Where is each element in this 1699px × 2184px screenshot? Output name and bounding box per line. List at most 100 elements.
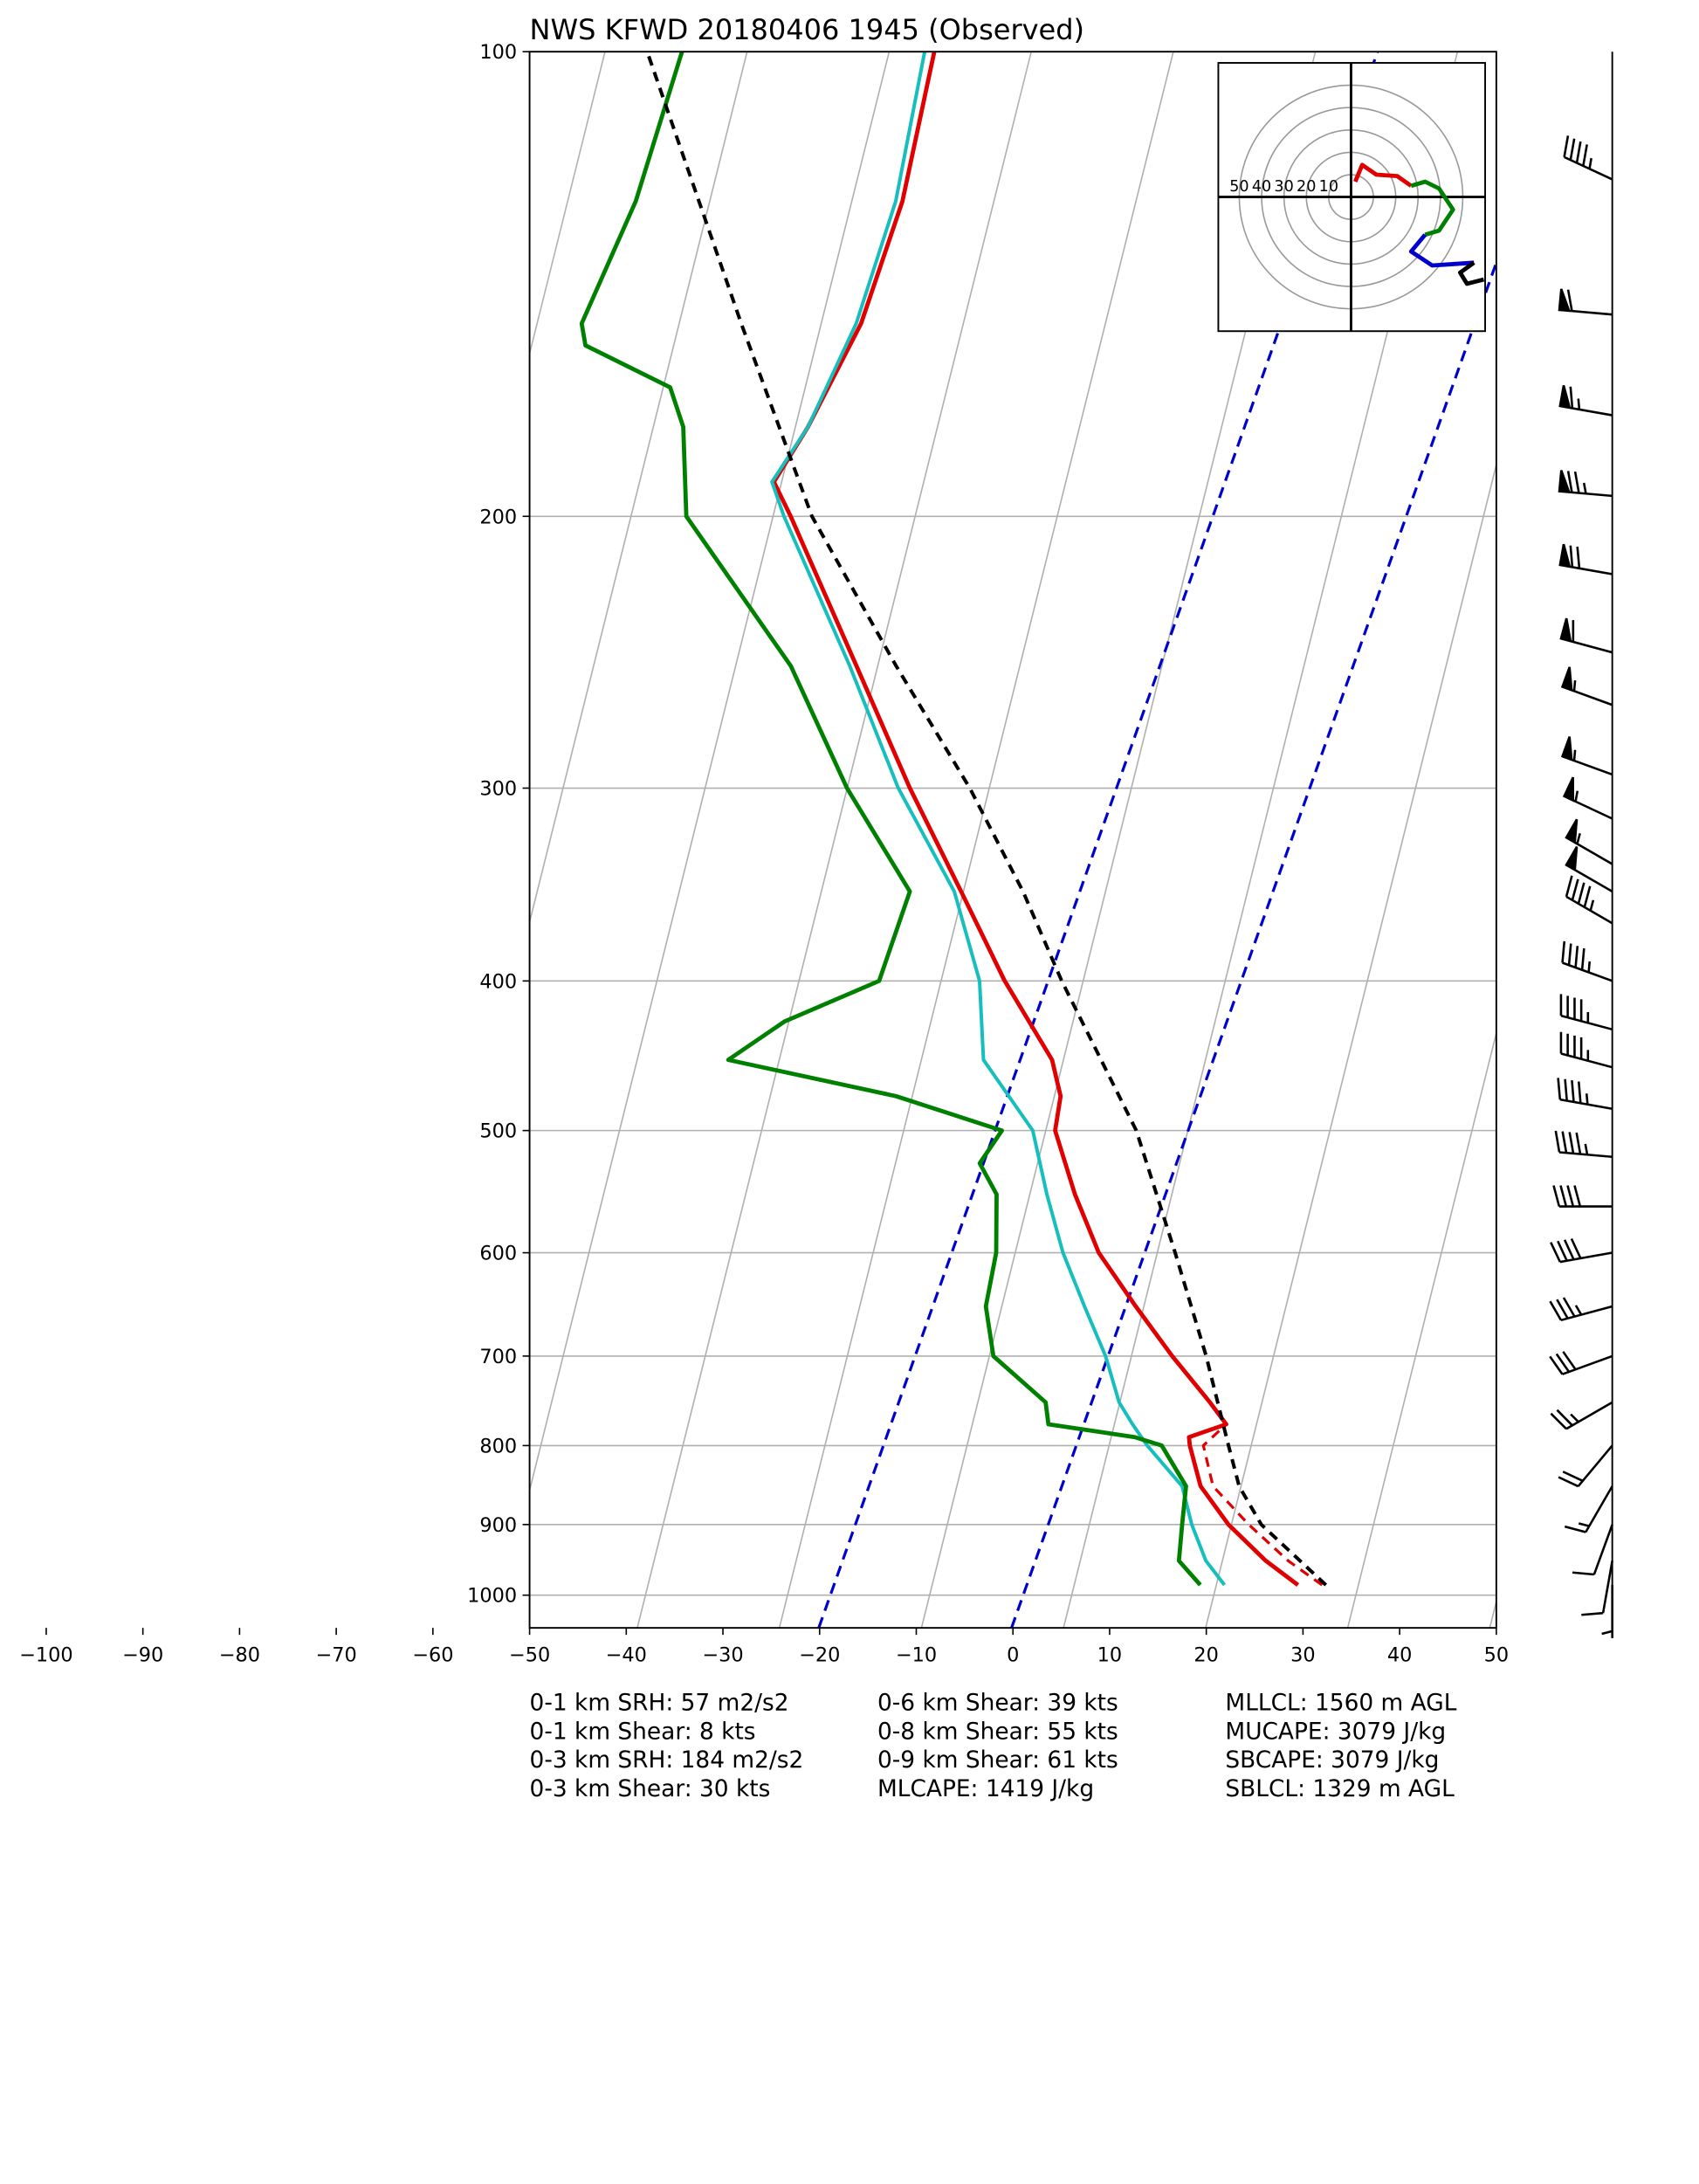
chart-title: NWS KFWD 20180406 1945 (Observed)	[530, 13, 1084, 46]
hodograph-ring-label: 10	[1319, 178, 1338, 196]
wind-barb	[1601, 1585, 1613, 1638]
wind-barb	[1558, 1444, 1613, 1488]
wind-barb	[1565, 818, 1613, 865]
x-tick-label: −40	[606, 1644, 647, 1667]
y-tick-label: 700	[479, 1346, 517, 1368]
wind-barb	[1557, 1078, 1613, 1110]
profile-line	[770, 52, 1227, 1587]
x-tick-label: 10	[1097, 1644, 1123, 1667]
background-line	[0, 52, 179, 1628]
wind-barb	[1558, 470, 1613, 498]
x-tick-label: 20	[1193, 1644, 1219, 1667]
x-tick-label: −80	[219, 1644, 260, 1667]
stat-text: 0-9 km Shear: 61 kts	[877, 1747, 1118, 1774]
wind-barb	[1552, 1185, 1613, 1208]
isotherm-highlights	[817, 52, 1496, 1629]
background-line	[529, 52, 891, 1493]
stat-text: SBLCL: 1329 m AGL	[1225, 1775, 1455, 1802]
y-tick-label: 800	[479, 1435, 517, 1457]
y-tick-label: 900	[479, 1514, 517, 1537]
wind-barb	[1561, 940, 1613, 982]
stat-text: MLLCL: 1560 m AGL	[1225, 1690, 1456, 1717]
stat-text: MLCAPE: 1419 J/kg	[877, 1775, 1094, 1802]
stat-text: 0-8 km Shear: 55 kts	[877, 1718, 1118, 1745]
wind-barb	[1558, 384, 1613, 417]
wind-barb	[1565, 875, 1613, 925]
y-tick-label: 500	[479, 1120, 517, 1143]
background-line	[69, 52, 463, 1628]
profile-line	[579, 52, 1202, 1587]
stat-text: SBCAPE: 3079 J/kg	[1225, 1747, 1439, 1774]
background-line	[1632, 52, 1699, 1628]
wind-barb	[1554, 1130, 1613, 1159]
x-tick-label: −30	[702, 1644, 743, 1667]
wind-barb	[1550, 1237, 1613, 1264]
wind-barb	[1563, 135, 1613, 181]
stat-text: MUCAPE: 3079 J/kg	[1225, 1718, 1446, 1745]
background-line	[1346, 1030, 1496, 1629]
hodograph-line	[1353, 162, 1413, 188]
wind-barb	[1560, 666, 1613, 706]
wind-barb	[1559, 617, 1613, 654]
profile-line	[1201, 1423, 1324, 1587]
x-tick-label: 0	[1007, 1644, 1019, 1667]
wind-barb	[1559, 994, 1613, 1031]
wind-barb	[1558, 543, 1613, 575]
y-tick-label: 100	[479, 41, 517, 64]
profiles	[579, 52, 1328, 1587]
y-tick-label: 400	[479, 970, 517, 993]
hodograph-ring-label: 30	[1274, 178, 1293, 196]
x-tick-label: 30	[1290, 1644, 1316, 1667]
wind-barbs	[1549, 135, 1613, 1638]
hodograph-ring-label: 40	[1252, 178, 1271, 196]
stat-text: 0-1 km Shear: 8 kts	[530, 1718, 756, 1745]
x-tick-label: −60	[412, 1644, 453, 1667]
stats: 0-1 km SRH: 57 m2/s20-1 km Shear: 8 kts0…	[530, 1690, 1457, 1802]
x-tick-label: −20	[799, 1644, 840, 1667]
x-tick-label: −50	[509, 1644, 550, 1667]
y-tick-label: 1000	[467, 1585, 517, 1608]
x-tick-label: −90	[122, 1644, 163, 1667]
background-line	[1205, 461, 1496, 1629]
x-tick-label: −100	[19, 1644, 73, 1667]
x-tick-label: 40	[1387, 1644, 1413, 1667]
wind-barb	[1558, 288, 1613, 316]
background-line	[529, 52, 606, 357]
background-line	[778, 52, 1174, 1629]
background-line	[1489, 1598, 1496, 1629]
hodograph-line	[1458, 260, 1485, 286]
wind-barb	[1572, 1524, 1613, 1576]
isotherm-line	[1010, 262, 1496, 1629]
background-line	[636, 52, 1032, 1629]
wind-barb	[1564, 1485, 1613, 1533]
wind-barb	[1549, 1351, 1613, 1375]
y-tick-label: 600	[479, 1243, 517, 1265]
stat-text: 0-6 km Shear: 39 kts	[877, 1690, 1118, 1717]
x-tick-label: −70	[315, 1644, 356, 1667]
background-line	[529, 52, 748, 926]
y-tick-label: 300	[479, 778, 517, 801]
wind-barb	[1581, 1560, 1613, 1616]
wind-barb	[1565, 846, 1613, 892]
stat-text: 0-3 km SRH: 184 m2/s2	[530, 1747, 804, 1774]
wind-barb	[1549, 1297, 1613, 1322]
profile-line	[645, 52, 1328, 1587]
hodograph-ring-label: 50	[1229, 178, 1248, 196]
hodograph-ring-label: 20	[1297, 178, 1316, 196]
stat-text: 0-3 km Shear: 30 kts	[530, 1775, 771, 1802]
wind-barb	[1550, 1401, 1613, 1430]
x-tick-label: −10	[896, 1644, 937, 1667]
hodograph-line	[1410, 179, 1455, 238]
stat-text: 0-1 km SRH: 57 m2/s2	[530, 1690, 789, 1717]
wind-barb	[1559, 1031, 1613, 1069]
wind-barb	[1562, 776, 1613, 820]
isotherm-line	[817, 52, 1379, 1629]
x-tick-label: 50	[1484, 1644, 1510, 1667]
hodograph-line	[1408, 233, 1475, 268]
wind-barb	[1560, 736, 1613, 776]
